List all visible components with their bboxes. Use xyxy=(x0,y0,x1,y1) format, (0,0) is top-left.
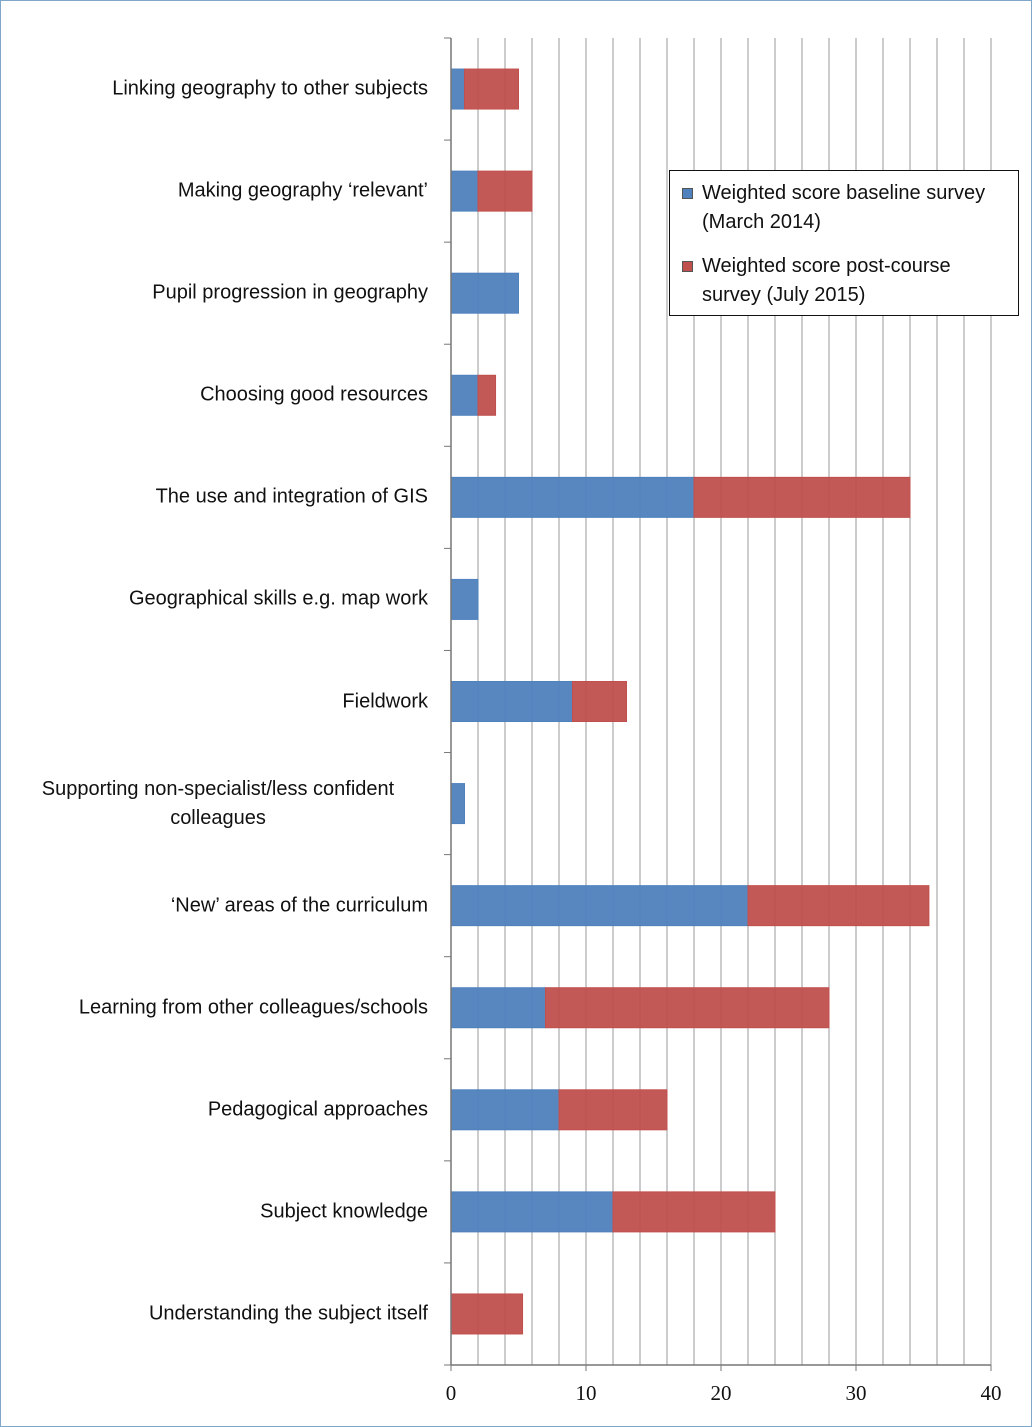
legend-label: Weighted score post-course survey (July … xyxy=(702,255,951,306)
bar xyxy=(450,1191,614,1233)
y-tick-label: Pedagogical approaches xyxy=(207,1098,428,1121)
y-tick-label: Understanding the subject itself xyxy=(148,1302,428,1325)
bar xyxy=(450,1089,560,1131)
bar xyxy=(450,476,695,518)
x-tick-label: 30 xyxy=(846,1381,867,1405)
bar xyxy=(450,987,546,1029)
bar xyxy=(572,681,627,722)
y-tick-label: Linking geography to other subjects xyxy=(112,77,428,100)
legend-swatch xyxy=(682,261,693,272)
y-tick-label: ‘New’ areas of the curriculum xyxy=(170,894,428,917)
bar xyxy=(477,374,497,416)
bar xyxy=(450,1293,524,1335)
bar xyxy=(450,681,573,722)
x-tick-label: 20 xyxy=(711,1381,732,1405)
y-tick-label: Fieldwork xyxy=(342,690,428,712)
bar xyxy=(747,885,930,927)
bar xyxy=(545,987,830,1029)
bar xyxy=(450,170,479,212)
bar xyxy=(693,476,911,518)
bar xyxy=(450,374,479,416)
bar xyxy=(450,578,479,620)
y-tick-label: Making geography ‘relevant’ xyxy=(177,179,428,202)
legend-entry: Weighted score baseline survey (March 20… xyxy=(682,179,1012,237)
x-tick-label: 0 xyxy=(446,1381,457,1405)
x-tick-label: 10 xyxy=(576,1381,597,1405)
legend-label: Weighted score baseline survey (March 20… xyxy=(702,182,986,233)
bar xyxy=(558,1089,668,1131)
y-tick-label: Geographical skills e.g. map work xyxy=(128,587,428,610)
y-tick-label: Choosing good resources xyxy=(200,383,428,406)
bar xyxy=(464,68,519,110)
bar xyxy=(450,68,465,110)
legend-swatch xyxy=(682,188,693,199)
y-tick-label: Pupil progression in geography xyxy=(152,281,428,304)
bar xyxy=(450,885,749,927)
bar xyxy=(450,272,519,314)
bar xyxy=(477,170,533,212)
legend: Weighted score baseline survey (March 20… xyxy=(669,170,1019,316)
y-tick-label: The use and integration of GIS xyxy=(155,485,428,508)
y-tick-label: Supporting non-specialist/less confident… xyxy=(41,777,395,829)
y-tick-label: Learning from other colleagues/schools xyxy=(78,996,428,1019)
x-tick-label: 40 xyxy=(981,1381,1002,1405)
bar xyxy=(612,1191,776,1233)
bar xyxy=(450,783,465,825)
y-tick-label: Subject knowledge xyxy=(260,1200,428,1223)
legend-entry: Weighted score post-course survey (July … xyxy=(682,252,1012,310)
